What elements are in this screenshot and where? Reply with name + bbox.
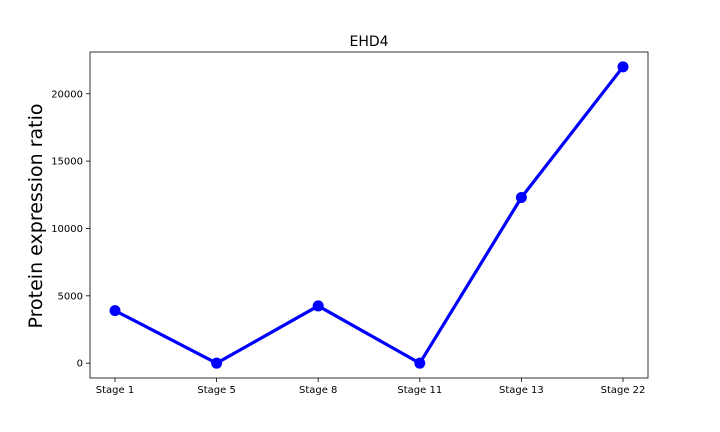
data-point [617, 61, 629, 73]
x-tick-label: Stage 22 [601, 385, 646, 396]
y-tick-label: 10000 [51, 224, 83, 235]
series-layer [109, 61, 629, 369]
data-point [109, 305, 121, 317]
x-tick-label: Stage 1 [96, 385, 134, 396]
y-axis-ticks: 0 5000 10000 15000 20000 [51, 89, 90, 370]
y-axis-label: Protein expression ratio [25, 104, 47, 329]
x-tick-label: Stage 5 [197, 385, 235, 396]
x-tick-label: Stage 11 [397, 385, 442, 396]
series-line [114, 65, 625, 365]
x-tick-label: Stage 8 [299, 385, 337, 396]
data-point [312, 300, 324, 312]
y-tick-label: 20000 [51, 89, 83, 100]
plot-area-frame [89, 51, 649, 379]
data-point [211, 357, 223, 369]
data-point [414, 357, 426, 369]
data-point [515, 191, 527, 203]
x-axis-ticks: Stage 1 Stage 5 Stage 8 Stage 11 Stage 13 Sta… [96, 378, 646, 396]
y-tick-label: 15000 [51, 157, 83, 168]
chart-title: EHD4 [349, 34, 388, 50]
y-tick-label: 5000 [58, 291, 83, 302]
y-tick-label: 0 [77, 359, 83, 370]
x-tick-label: Stage 13 [499, 385, 544, 396]
